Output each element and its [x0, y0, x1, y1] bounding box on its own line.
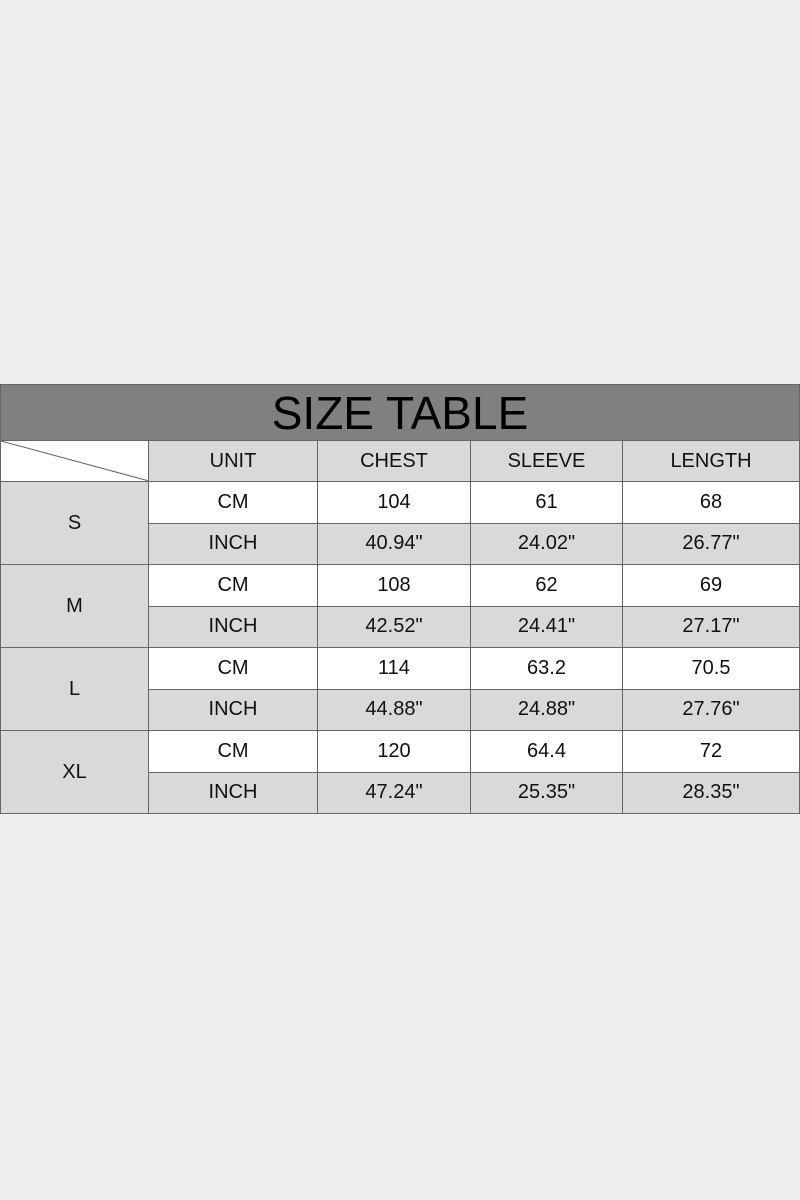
header-length: LENGTH [621, 440, 800, 482]
table-row: INCH 44.88" 24.88" 27.76" [1, 688, 800, 731]
table-row: INCH 42.52" 24.41" 27.17" [1, 605, 800, 648]
header-unit: UNIT [148, 440, 318, 482]
value-cell: 63.2 [470, 647, 623, 690]
value-cell: 40.94" [317, 522, 471, 565]
value-cell: 27.76" [621, 688, 800, 731]
size-label: XL [0, 730, 149, 814]
value-cell: 27.17" [621, 605, 800, 648]
size-label: L [0, 647, 149, 731]
value-cell: 61 [470, 481, 623, 524]
unit-cell: CM [148, 647, 318, 690]
unit-cell: CM [148, 564, 318, 607]
value-cell: 104 [317, 481, 471, 524]
value-cell: 24.41" [470, 605, 623, 648]
unit-cell: INCH [148, 522, 318, 565]
value-cell: 114 [317, 647, 471, 690]
value-cell: 64.4 [470, 730, 623, 773]
value-cell: 44.88" [317, 688, 471, 731]
unit-cell: INCH [148, 688, 318, 731]
table-row: XL CM 120 64.4 72 [0, 730, 800, 814]
size-label: M [0, 564, 149, 648]
header-chest: CHEST [317, 440, 471, 482]
table-row: M CM 108 62 69 [0, 564, 800, 648]
value-cell: 26.77" [621, 522, 800, 565]
size-table: SIZE TABLE UNIT CHEST SLEEVE LENGTH S CM 1… [0, 384, 800, 814]
unit-cell: INCH [148, 605, 318, 648]
unit-cell: CM [148, 730, 318, 773]
value-cell: 120 [317, 730, 471, 773]
value-cell: 24.02" [470, 522, 623, 565]
unit-cell: CM [148, 481, 318, 524]
header-sleeve: SLEEVE [470, 440, 623, 482]
table-row: S CM 104 61 68 [0, 481, 800, 565]
value-cell: 70.5 [621, 647, 800, 690]
value-cell: 47.24" [317, 771, 471, 814]
value-cell: 25.35" [470, 771, 623, 814]
value-cell: 68 [621, 481, 800, 524]
table-row: INCH 40.94" 24.02" 26.77" [1, 522, 800, 565]
table-row: L CM 114 63.2 70.5 [0, 647, 800, 731]
value-cell: 42.52" [317, 605, 471, 648]
value-cell: 72 [621, 730, 800, 773]
value-cell: 108 [317, 564, 471, 607]
table-row: INCH 47.24" 25.35" 28.35" [1, 771, 800, 814]
size-label: S [0, 481, 149, 565]
table-title: SIZE TABLE [0, 384, 800, 441]
diagonal-corner-cell [0, 440, 149, 482]
value-cell: 69 [621, 564, 800, 607]
value-cell: 24.88" [470, 688, 623, 731]
value-cell: 28.35" [621, 771, 800, 814]
value-cell: 62 [470, 564, 623, 607]
unit-cell: INCH [148, 771, 318, 814]
